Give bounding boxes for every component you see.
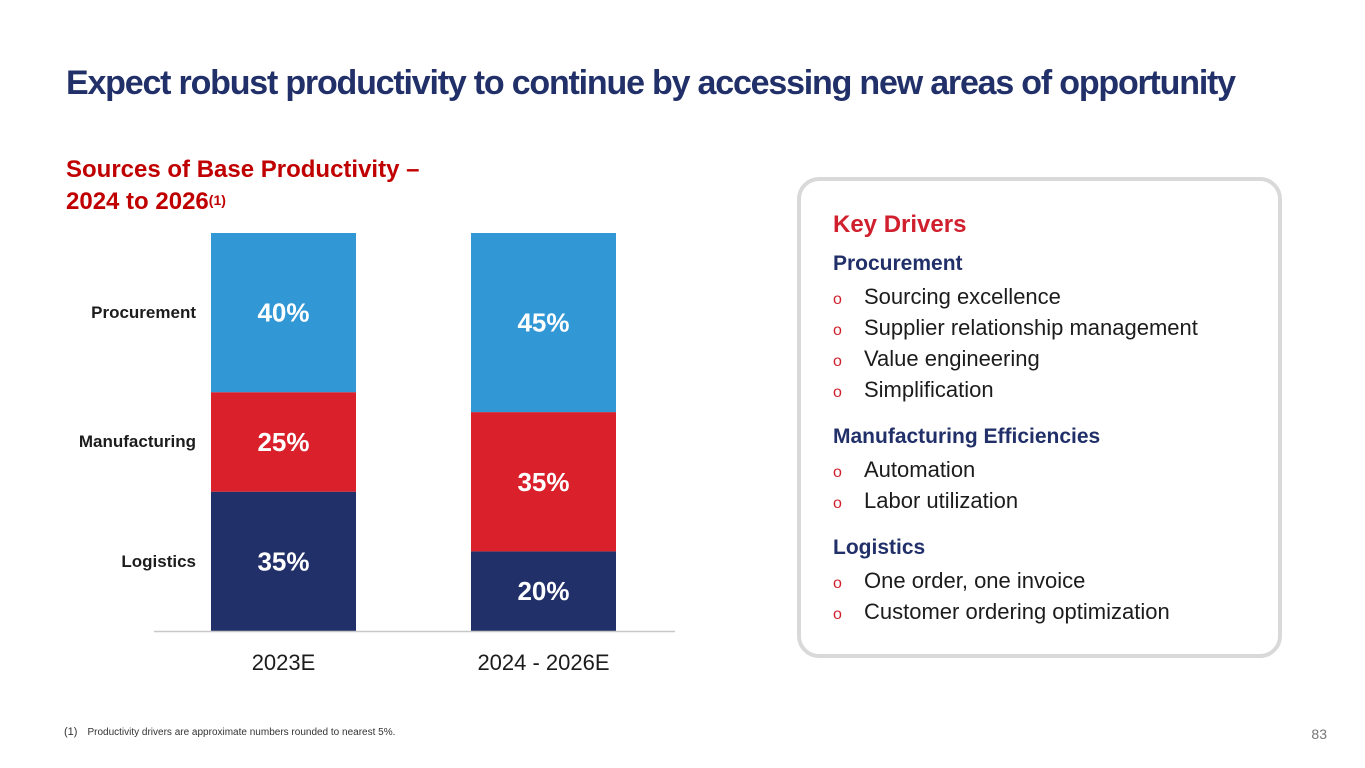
bullet-icon: o — [833, 353, 842, 370]
data-label-manufacturing: 35% — [517, 467, 569, 497]
subtitle-line-2-text: 2024 to 2026 — [66, 188, 209, 215]
chart-subtitle: Sources of Base Productivity – 2024 to 2… — [66, 154, 419, 218]
driver-item: o One order, one invoice — [833, 568, 1085, 594]
driver-item: o Labor utilization — [833, 488, 1018, 514]
key-drivers-card: Key Drivers Procurement o Sourcing excell… — [797, 177, 1282, 658]
row-label-logistics: Logistics — [121, 552, 196, 571]
bullet-icon: o — [833, 384, 842, 401]
group-heading-procurement: Procurement — [833, 252, 963, 275]
bullet-icon: o — [833, 606, 842, 623]
x-tick-label: 2024 - 2026E — [477, 650, 609, 675]
driver-item: o Value engineering — [833, 346, 1040, 372]
driver-item: o Customer ordering optimization — [833, 599, 1170, 625]
driver-item-text: Automation — [864, 457, 976, 482]
row-label-manufacturing: Manufacturing — [78, 432, 196, 451]
driver-item-text: Customer ordering optimization — [864, 599, 1170, 624]
driver-item: o Automation — [833, 457, 975, 483]
page-title: Expect robust productivity to continue b… — [66, 64, 1236, 102]
driver-item-text: Simplification — [864, 377, 994, 402]
footnote-text: Productivity drivers are approximate num… — [87, 727, 396, 738]
driver-item: o Simplification — [833, 377, 994, 403]
data-label-logistics: 20% — [517, 576, 569, 606]
driver-item: o Sourcing excellence — [833, 284, 1061, 310]
row-label-procurement: Procurement — [91, 303, 196, 322]
footnote: (1) Productivity drivers are approximate … — [64, 726, 395, 738]
driver-item-text: Value engineering — [864, 346, 1040, 371]
subtitle-line-1: Sources of Base Productivity – — [66, 156, 420, 183]
stacked-bar-chart: 35% 25% 40% 2023E 20% 35% 45% 2024 - 2026E — [154, 233, 675, 675]
page-number: 83 — [1311, 726, 1327, 742]
subtitle-line-2: 2024 to 2026(1) — [66, 186, 419, 218]
driver-item-text: Sourcing excellence — [864, 284, 1061, 309]
key-drivers-title: Key Drivers — [833, 211, 967, 238]
driver-item-text: One order, one invoice — [864, 568, 1086, 593]
bullet-icon: o — [833, 322, 842, 339]
footnote-ref: (1) — [208, 192, 226, 208]
bar-segment-procurement — [211, 233, 356, 393]
footnote-mark: (1) — [64, 726, 78, 738]
bullet-icon: o — [833, 464, 842, 481]
x-tick-label: 2023E — [252, 650, 316, 675]
bar-segment-manufacturing — [471, 412, 616, 552]
data-label-procurement: 40% — [257, 298, 309, 328]
bar-segment-logistics — [211, 491, 356, 631]
bar-segment-logistics — [471, 551, 616, 631]
group-heading-logistics: Logistics — [833, 536, 926, 559]
bullet-icon: o — [833, 495, 842, 512]
group-heading-manufacturing: Manufacturing Efficiencies — [833, 425, 1101, 448]
bar-segment-procurement — [471, 233, 616, 413]
bullet-icon: o — [833, 291, 842, 308]
driver-item-text: Supplier relationship management — [864, 315, 1198, 340]
driver-item: o Supplier relationship management — [833, 315, 1198, 341]
driver-item-text: Labor utilization — [864, 488, 1019, 513]
data-label-manufacturing: 25% — [257, 427, 309, 457]
data-label-logistics: 35% — [257, 546, 309, 576]
bar-segment-manufacturing — [211, 392, 356, 492]
bullet-icon: o — [833, 575, 842, 592]
data-label-procurement: 45% — [517, 308, 569, 338]
